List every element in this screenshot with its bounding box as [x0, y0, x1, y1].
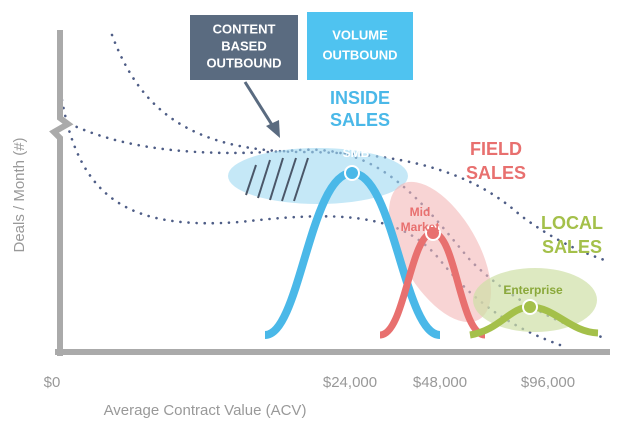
box-text: BASED: [221, 38, 267, 53]
point-label: Enterprise: [503, 283, 563, 297]
box-text: OUTBOUND: [322, 47, 397, 62]
x-label: $96,000: [521, 374, 575, 391]
segment-title: SALES: [330, 110, 390, 130]
y-axis-title: Deals / Month (#): [11, 137, 28, 252]
box-text: VOLUME: [332, 27, 388, 42]
arrow-head: [266, 120, 280, 138]
x-label: $24,000: [323, 374, 377, 391]
field-ellipse: [388, 181, 492, 323]
box-text: CONTENT: [213, 21, 276, 36]
segment-title: SALES: [466, 163, 526, 183]
point-label: SMB: [343, 146, 370, 160]
point-label: Mid: [410, 205, 431, 219]
arrow: [243, 81, 276, 129]
mid-point: [425, 225, 441, 241]
box-text: OUTBOUND: [206, 55, 281, 70]
hatch: [245, 157, 309, 202]
dotted-curve: [60, 98, 562, 347]
local-ellipse: [473, 268, 597, 332]
volume-box: [307, 12, 413, 80]
point-label: Market: [401, 220, 440, 234]
labels: CONTENT BASED OUTBOUND VOLUME OUTBOUND INSIDE…: [11, 21, 603, 419]
dotted-curve: [110, 33, 612, 264]
enterprise-point: [522, 299, 538, 315]
x-label: $0: [44, 374, 61, 391]
x-axis-title: Average Contract Value (ACV): [104, 402, 307, 419]
smb-point: [344, 165, 360, 181]
x-label: $48,000: [413, 374, 467, 391]
content-box: [190, 15, 298, 80]
segment-title: SALES: [542, 237, 602, 257]
segment-title: LOCAL: [541, 213, 603, 233]
segment-title: INSIDE: [330, 88, 390, 108]
y-axis: [49, 30, 74, 356]
segment-title: FIELD: [470, 139, 522, 159]
